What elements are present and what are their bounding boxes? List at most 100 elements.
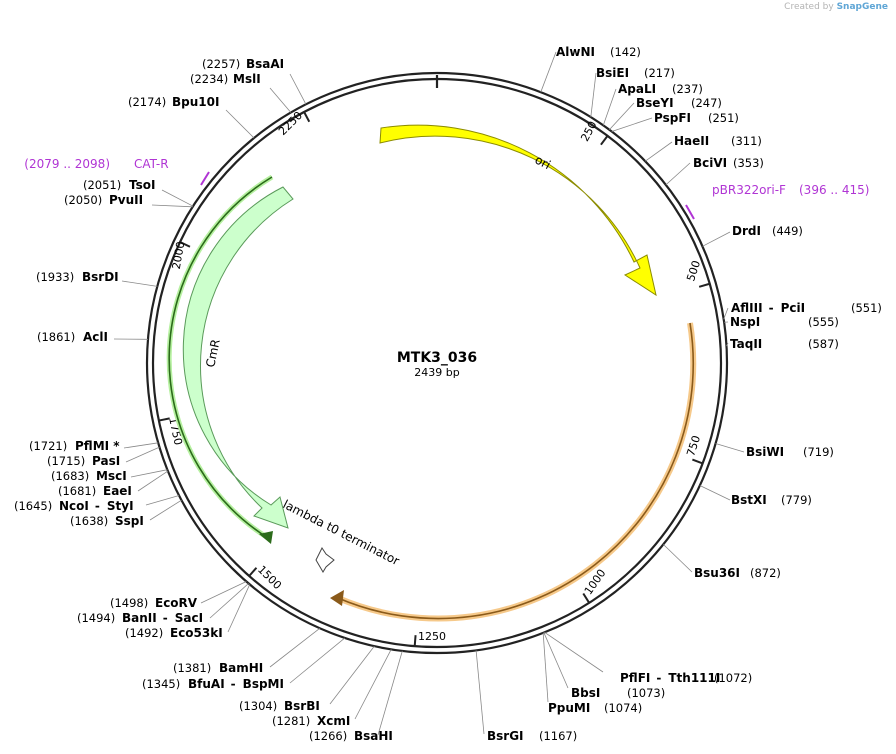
site-leader-line [151,204,193,208]
site-name-separator: - [656,671,661,685]
site-bsrdi[interactable]: (1933) BsrDI [36,270,119,284]
site-name: MscI [96,469,127,483]
site-name: HaeII [674,134,709,148]
feature-orange-arc[interactable] [336,322,697,622]
site-position: (1933) [36,270,74,284]
site-eco53ki[interactable]: (1492) Eco53kI [125,626,223,640]
site-bbsi[interactable]: (1073) BbsI [571,686,665,700]
site-bsiwi[interactable]: (719) BsiWI [746,445,834,459]
site-leader-line [590,72,597,118]
site-name: BsiWI [746,445,784,459]
site-tsoi[interactable]: (2051) TsoI [83,178,155,192]
site-leader-line [289,73,307,105]
site-position: (1681) [58,484,96,498]
site-bseyi[interactable]: (247) BseYI [636,96,722,110]
site-xcmi[interactable]: (1281) XcmI [272,714,350,728]
site-position: (1345) [142,677,180,691]
site-leader-line [715,443,745,453]
site-pflmi[interactable]: (1721) PflMI * [29,439,120,453]
site-drdi[interactable]: (449) DrdI [732,224,803,238]
site-nspi[interactable]: (555) NspI [730,315,839,329]
feature-cmr-label: CmR [203,338,223,369]
site-msci[interactable]: (1683) MscI [51,469,127,483]
site-haeii[interactable]: (311) HaeII [674,134,762,148]
restriction-sites: (2257) BsaAI (2234) MslI (2174) Bpu10I (2051) T… [14,45,882,743]
site-position: (247) [691,96,722,110]
site-name: PvuII [109,193,143,207]
ruler-label: 2000 [170,240,188,270]
site-bsu36i[interactable]: (872) Bsu36I [694,566,781,580]
site-banii[interactable]: (1494) BanII - SacI [77,611,203,625]
feature-terminator-arrow[interactable] [315,547,335,573]
site-leader-line [227,584,251,633]
primer-cat-r[interactable]: (2079 .. 2098) CAT-R [24,157,168,171]
site-position: (449) [772,224,803,238]
site-name-secondary: Tth111I [668,671,720,685]
site-alwni[interactable]: (142) AlwNI [556,45,641,59]
primer-cat-r-range: (2079 .. 2098) [24,157,110,171]
site-name: EaeI [103,484,132,498]
site-position: (2257) [202,57,240,71]
site-sspi[interactable]: (1638) SspI [70,514,144,528]
site-leader-line [475,650,485,735]
site-name: Bsu36I [694,566,740,580]
site-pspfi[interactable]: (251) PspFI [654,111,739,125]
site-bsrgi[interactable]: (1167) BsrGI [487,729,577,743]
site-position: (779) [781,493,812,507]
primer-pbr322ori-f[interactable]: pBR322ori-F (396 .. 415) [712,183,869,197]
site-leader-line [544,631,604,673]
site-afliii[interactable]: (551) AflIII - PciI [731,301,882,315]
ruler-tick [600,135,609,146]
site-ecorv[interactable]: (1498) EcoRV [110,596,198,610]
site-position: (1167) [539,729,577,743]
ruler-tick [582,592,591,604]
site-position: (217) [644,66,675,80]
site-name: BsiEI [596,66,629,80]
site-leader-line [543,632,569,689]
site-bfuai[interactable]: (1345) BfuAI - BspMI [142,677,284,691]
site-eaei[interactable]: (1681) EaeI [58,484,132,498]
site-position: (2051) [83,178,121,192]
site-bamhi[interactable]: (1381) BamHI [173,661,263,675]
site-name: BsrGI [487,729,524,743]
ruler-label: 750 [684,434,703,458]
site-position: (2050) [64,193,102,207]
site-bsrbi[interactable]: (1304) BsrBI [239,699,320,713]
ruler-tick [303,111,311,123]
site-pvuii[interactable]: (2050) PvuII [64,193,143,207]
site-acli[interactable]: (1861) AclI [37,330,108,344]
site-taqii[interactable]: (587) TaqII [730,337,839,351]
site-position: (587) [808,337,839,351]
site-bsahi[interactable]: (1266) BsaHI [309,729,393,743]
site-pasi[interactable]: (1715) PasI [47,454,120,468]
ruler-label: 500 [684,259,703,283]
site-name: AclI [83,330,108,344]
site-position: (1498) [110,596,148,610]
site-ncoi[interactable]: (1645) NcoI - StyI [14,499,134,513]
site-apali[interactable]: (237) ApaLI [618,82,703,96]
site-position: (1683) [51,469,89,483]
site-name: AflIII [731,301,763,315]
feature-orange-arc-line [337,322,695,620]
site-bsaai[interactable]: (2257) BsaAI [202,57,284,71]
site-position: (872) [750,566,781,580]
site-name: BsaAI [246,57,284,71]
site-bstxi[interactable]: (779) BstXI [731,493,812,507]
site-leader-line [145,495,180,506]
site-position: (1381) [173,661,211,675]
site-name: TaqII [730,337,762,351]
site-leader-line [123,442,159,449]
site-ppumi[interactable]: (1074) PpuMI [548,701,642,715]
site-bsiei[interactable]: (217) BsiEI [596,66,675,80]
feature-ori-arrow[interactable] [379,124,657,297]
feature-cmr-arrow[interactable] [182,186,294,529]
site-bpu10i[interactable]: (2174) Bpu10I [128,95,219,109]
site-msli[interactable]: (2234) MslI [190,72,261,86]
primer-cat-r-name: CAT-R [134,157,169,171]
site-position: (1638) [70,514,108,528]
site-pflfi[interactable]: (1072) PflFI - Tth111I [620,671,752,685]
backbone-outer [145,71,729,655]
snapgene-logo: SnapGene [836,2,888,12]
ruler-tick [692,458,704,465]
site-bcivi[interactable]: (353) BciVI [693,156,764,170]
